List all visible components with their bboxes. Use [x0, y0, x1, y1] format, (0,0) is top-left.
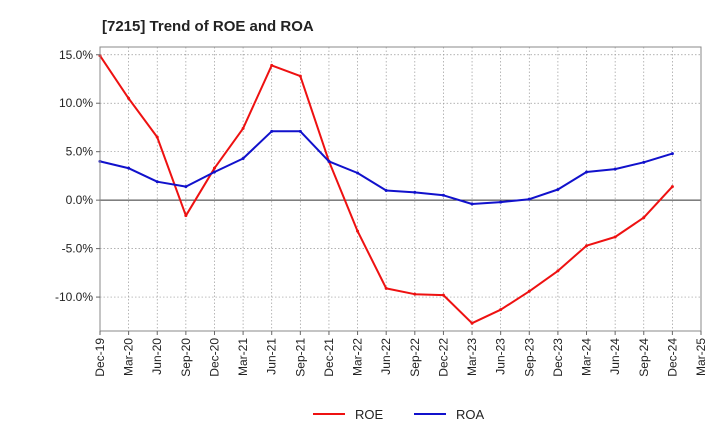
data-point-roe — [298, 74, 302, 78]
data-point-roa — [642, 160, 646, 164]
x-tick-label: Dec-20 — [207, 338, 221, 377]
x-tick-label: Mar-22 — [351, 338, 365, 376]
data-point-roe — [556, 269, 560, 273]
data-point-roa — [327, 159, 331, 163]
data-point-roa — [270, 129, 274, 133]
x-tick-label: Jun-21 — [265, 338, 279, 375]
data-point-roe — [127, 96, 131, 100]
legend-label-roe: ROE — [355, 407, 384, 422]
data-point-roe — [441, 293, 445, 297]
data-point-roe — [413, 292, 417, 296]
data-point-roe — [155, 135, 159, 139]
data-point-roa — [613, 167, 617, 171]
data-point-roa — [413, 190, 417, 194]
data-point-roa — [527, 197, 531, 201]
data-point-roa — [556, 187, 560, 191]
data-point-roa — [384, 188, 388, 192]
x-tick-label: Sep-24 — [637, 338, 651, 377]
y-tick-label: 0.0% — [66, 193, 94, 207]
y-tick-label: -10.0% — [55, 290, 93, 304]
data-point-roa — [441, 193, 445, 197]
legend: ROE ROA — [313, 407, 485, 422]
data-point-roe — [585, 244, 589, 248]
data-point-roa — [670, 152, 674, 156]
data-point-roe — [241, 126, 245, 130]
data-point-roa — [356, 171, 360, 175]
data-point-roe — [212, 166, 216, 170]
data-point-roe — [670, 185, 674, 189]
y-tick-label: 15.0% — [59, 48, 93, 62]
data-point-roe — [613, 235, 617, 239]
data-point-roa — [184, 185, 188, 189]
x-tick-label: Mar-21 — [236, 338, 250, 376]
x-tick-label: Mar-23 — [465, 338, 479, 376]
data-point-roa — [212, 170, 216, 174]
x-tick-label: Jun-22 — [379, 338, 393, 375]
x-tick-label: Mar-24 — [580, 338, 594, 376]
data-point-roa — [241, 156, 245, 160]
y-axis-ticks: 15.0% 10.0% 5.0% 0.0% -5.0% -10.0% — [55, 48, 100, 304]
x-tick-label: Jun-20 — [150, 338, 164, 375]
data-point-roa — [470, 202, 474, 206]
grid — [100, 47, 701, 331]
x-tick-label: Sep-21 — [293, 338, 307, 377]
x-tick-label: Mar-25 — [694, 338, 708, 376]
data-point-roe — [527, 289, 531, 293]
x-tick-label: Dec-19 — [93, 338, 107, 377]
x-tick-label: Dec-23 — [551, 338, 565, 377]
series-layer — [98, 54, 674, 325]
data-point-roa — [127, 166, 131, 170]
data-point-roe — [184, 214, 188, 218]
x-tick-label: Jun-24 — [608, 338, 622, 375]
data-point-roa — [499, 200, 503, 204]
y-tick-label: -5.0% — [62, 242, 94, 256]
x-axis-ticks: Dec-19 Mar-20 Jun-20 Sep-20 Dec-20 Mar-21 Jun-… — [93, 331, 708, 377]
data-point-roe — [642, 216, 646, 220]
x-tick-label: Sep-20 — [179, 338, 193, 377]
legend-label-roa: ROA — [456, 407, 485, 422]
data-point-roa — [585, 170, 589, 174]
x-tick-label: Sep-22 — [408, 338, 422, 377]
plot-frame — [99, 46, 702, 332]
chart-title: [7215] Trend of ROE and ROA — [102, 18, 314, 35]
data-point-roe — [356, 229, 360, 233]
x-tick-label: Dec-21 — [322, 338, 336, 377]
data-point-roa — [155, 180, 159, 184]
x-tick-label: Dec-24 — [665, 338, 679, 377]
y-tick-label: 5.0% — [66, 145, 94, 159]
x-tick-label: Mar-20 — [122, 338, 136, 376]
x-tick-label: Dec-22 — [436, 338, 450, 377]
data-point-roe — [384, 286, 388, 290]
x-tick-label: Jun-23 — [494, 338, 508, 375]
data-point-roe — [270, 63, 274, 67]
data-point-roe — [470, 321, 474, 325]
y-tick-label: 10.0% — [59, 96, 93, 110]
data-point-roe — [499, 308, 503, 312]
data-point-roa — [298, 129, 302, 133]
x-tick-label: Sep-23 — [522, 338, 536, 377]
